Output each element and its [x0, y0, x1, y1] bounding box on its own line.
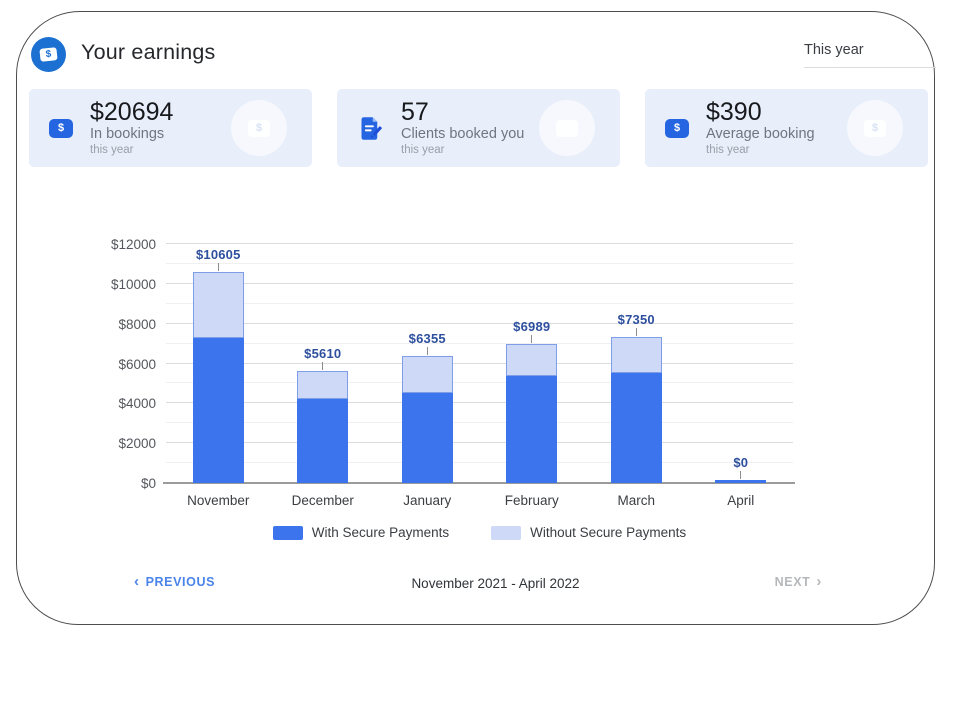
bar-label-connector [635, 327, 637, 336]
bar-segment-without-secure [506, 343, 558, 377]
money-chip-icon: $ [665, 118, 689, 138]
gridline [166, 342, 793, 344]
y-axis-label: $6000 [118, 356, 156, 372]
money-circle-icon: $ [31, 37, 66, 72]
stat-value: $20694 [90, 98, 174, 126]
gridline [166, 422, 793, 424]
bar-segment-with-secure [297, 399, 349, 483]
bar-segment-with-secure [715, 480, 767, 483]
gridline [166, 282, 793, 284]
bar-segment-without-secure [192, 271, 244, 338]
bar-total-label: $5610 [304, 346, 342, 362]
stat-label: Average booking [706, 126, 815, 142]
y-axis-label: $10000 [110, 276, 156, 292]
gridline [166, 462, 793, 464]
gridline [166, 362, 793, 364]
bar-segment-without-secure [610, 336, 662, 374]
y-axis-label: $4000 [118, 396, 156, 412]
bar-label-connector [426, 347, 428, 356]
bar-segment-with-secure [610, 373, 662, 483]
stat-value: 57 [401, 98, 429, 126]
bar-total-label: $7350 [617, 311, 655, 327]
x-axis-line [163, 482, 795, 484]
legend-item: With Secure Payments [272, 525, 450, 540]
previous-label: PREVIOUS [145, 575, 216, 589]
y-axis-label: $12000 [110, 237, 156, 252]
legend-swatch [491, 525, 522, 540]
x-axis-label: January [403, 493, 452, 508]
legend-label: With Secure Payments [311, 525, 450, 540]
stat-value: $390 [706, 98, 762, 126]
y-axis-label: $0 [140, 476, 156, 491]
gridline [166, 322, 793, 324]
y-axis-label: $8000 [118, 316, 156, 332]
bar-label-connector [531, 334, 533, 343]
pagination-footer: ‹ PREVIOUS November 2021 - April 2022 NE… [17, 573, 934, 597]
stat-sublabel: this year [401, 144, 445, 156]
gridline [166, 262, 793, 264]
bar-total-label: $6989 [513, 318, 551, 334]
chevron-right-icon: › [816, 573, 822, 590]
stat-label: In bookings [90, 126, 165, 142]
earnings-widget: $ Your earnings This year $ $20694 In bo… [16, 11, 936, 625]
legend-swatch [272, 525, 303, 540]
stat-card-average: $ $390 Average booking this year $ [645, 89, 928, 167]
bar-segment-with-secure [401, 393, 453, 483]
next-button[interactable]: NEXT › [774, 573, 822, 590]
legend-label: Without Secure Payments [530, 525, 687, 540]
bar-total-label: $0 [733, 455, 749, 470]
stat-label: Clients booked you [401, 126, 525, 142]
stat-card-bookings: $ $20694 In bookings this year $ [29, 89, 312, 167]
document-edit-icon [361, 116, 382, 140]
bar-total-label: $6355 [408, 331, 446, 347]
gridline [166, 402, 793, 404]
watermark-document-icon [539, 100, 595, 156]
dollar-chip-icon: $ [39, 47, 58, 62]
gridline [166, 302, 793, 304]
bar-label-connector [217, 262, 219, 271]
stats-row: $ $20694 In bookings this year $ [29, 89, 928, 167]
bar-label-connector [322, 362, 324, 371]
bar-total-label: $10605 [195, 246, 241, 262]
gridline [166, 243, 793, 244]
gridline [166, 442, 793, 444]
previous-button[interactable]: ‹ PREVIOUS [134, 573, 216, 590]
watermark-money-icon: $ [847, 100, 903, 156]
gridline [166, 382, 793, 384]
x-axis-label: December [291, 493, 354, 508]
x-axis-label: April [727, 493, 755, 508]
chevron-left-icon: ‹ [134, 573, 140, 590]
x-axis-label: November [187, 493, 250, 508]
next-label: NEXT [774, 575, 811, 589]
chart-plot: $0 $2000 $4000 $6000 $8000 $10000 $12000 $10605… [111, 237, 795, 508]
stat-card-clients: 57 Clients booked you this year [337, 89, 620, 167]
legend-item: Without Secure Payments [491, 525, 686, 540]
date-range-label: November 2021 - April 2022 [411, 576, 580, 591]
watermark-money-icon: $ [231, 100, 287, 156]
x-axis-label: February [504, 493, 559, 508]
bar-segment-without-secure [297, 371, 349, 400]
y-axis-label: $2000 [118, 436, 156, 452]
page-title: Your earnings [81, 40, 216, 64]
period-select[interactable]: This year [804, 42, 936, 68]
stat-sublabel: this year [90, 144, 134, 156]
bar-segment-without-secure [401, 356, 453, 394]
bar-segment-with-secure [192, 337, 244, 483]
bar-segment-with-secure [506, 376, 558, 483]
chart-legend: With Secure Payments Without Secure Payme… [166, 525, 793, 540]
bar-label-connector [740, 471, 742, 479]
stat-sublabel: this year [706, 144, 750, 156]
money-chip-icon: $ [49, 118, 73, 138]
x-axis-label: March [617, 493, 655, 508]
